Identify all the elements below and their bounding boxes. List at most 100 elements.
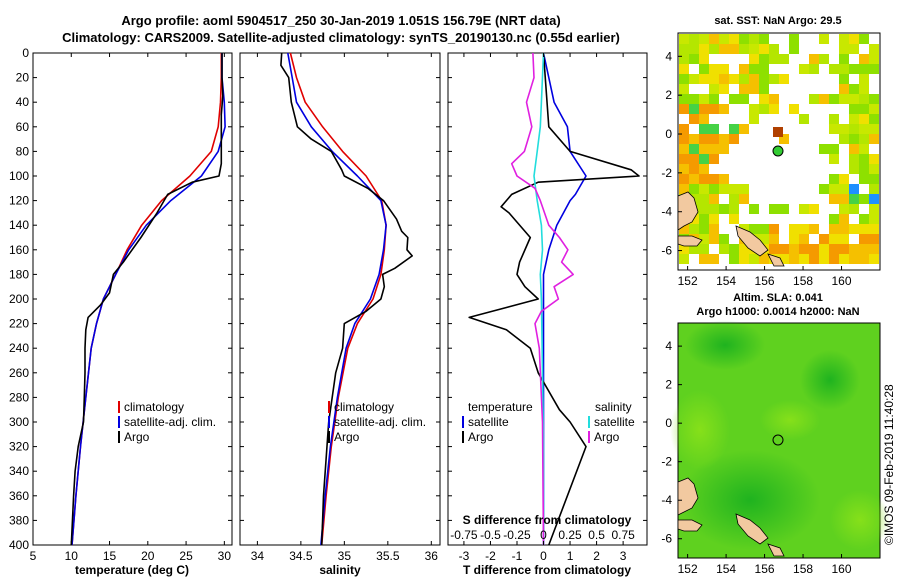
map-y-tick-label: 0 bbox=[665, 127, 672, 141]
salinity-series bbox=[280, 52, 414, 546]
sst-cell bbox=[709, 124, 719, 134]
sst-cell bbox=[819, 184, 829, 194]
sst-cell bbox=[779, 134, 789, 144]
sst-cell bbox=[829, 254, 839, 264]
sst-cell bbox=[699, 204, 709, 214]
sla-land-newguinea bbox=[677, 477, 699, 516]
series-line-argo bbox=[70, 53, 224, 546]
sst-cell bbox=[859, 124, 869, 134]
difference-top-ticks: -0.75 -0.5 -0.25 0 0.25 0.5 0.75 bbox=[450, 528, 635, 542]
sst-cell bbox=[719, 44, 729, 54]
sst-cell bbox=[699, 154, 709, 164]
depth-tick-label: 240 bbox=[9, 341, 29, 355]
sst-cell bbox=[849, 224, 859, 234]
sst-cell bbox=[769, 224, 779, 234]
sst-cell bbox=[859, 94, 869, 104]
sst-cell bbox=[829, 184, 839, 194]
sst-x-ticks: 152 154 156 158 160 bbox=[678, 266, 852, 288]
sst-cell bbox=[709, 234, 719, 244]
sst-cell bbox=[749, 34, 759, 44]
sst-cell bbox=[729, 34, 739, 44]
depth-tick-label: 40 bbox=[16, 95, 30, 109]
sst-cell bbox=[679, 94, 689, 104]
sst-cell bbox=[859, 154, 869, 164]
sst-cell bbox=[849, 84, 859, 94]
sst-cell bbox=[829, 64, 839, 74]
sla-argo-marker bbox=[772, 434, 784, 446]
map-x-tick-label: 154 bbox=[716, 562, 736, 576]
sst-cell bbox=[789, 104, 799, 114]
sst-cell bbox=[789, 244, 799, 254]
sst-cell bbox=[719, 204, 729, 214]
sst-cell bbox=[819, 234, 829, 244]
sst-cell bbox=[749, 84, 759, 94]
sst-cell bbox=[679, 174, 689, 184]
series-line-salinity-argo bbox=[510, 52, 575, 546]
sst-cell bbox=[739, 244, 749, 254]
map-x-tick-label: 152 bbox=[678, 562, 698, 576]
imos-credit: ©IMOS 09-Feb-2019 11:40:28 bbox=[882, 384, 896, 545]
depth-tick-label: 320 bbox=[9, 440, 29, 454]
sst-cell bbox=[709, 94, 719, 104]
sst-y-ticks: 4 2 0 -2 -4 -6 bbox=[661, 49, 682, 258]
depth-tick-label: 220 bbox=[9, 317, 29, 331]
x-tick-label: 25 bbox=[179, 549, 193, 563]
salinity-legend: climatology satellite-adj. clim. Argo bbox=[328, 400, 426, 444]
sst-cell bbox=[849, 94, 859, 104]
depth-tick-label: 60 bbox=[16, 120, 30, 134]
depth-tick-label: 20 bbox=[16, 71, 30, 85]
salinity-x-ticks: 34 34.5 35 35.5 36 bbox=[251, 53, 438, 563]
sst-cell bbox=[839, 184, 849, 194]
sst-cell bbox=[699, 94, 709, 104]
difference-legend-temperature: temperature satellite Argo bbox=[462, 400, 533, 444]
sst-cell bbox=[749, 254, 759, 264]
sst-cell bbox=[819, 244, 829, 254]
x-tick-label: 30 bbox=[218, 549, 232, 563]
sst-cell bbox=[719, 144, 729, 154]
sst-cell bbox=[699, 114, 709, 124]
sst-cell bbox=[749, 114, 759, 124]
sst-cell bbox=[869, 254, 879, 264]
sst-cell bbox=[689, 184, 699, 194]
sst-cell bbox=[759, 94, 769, 104]
sst-cell bbox=[869, 164, 879, 174]
sst-cell bbox=[869, 154, 879, 164]
sst-cell bbox=[839, 254, 849, 264]
sst-cell bbox=[759, 64, 769, 74]
sst-cell bbox=[739, 34, 749, 44]
sst-cell bbox=[709, 224, 719, 234]
sst-cell bbox=[869, 234, 879, 244]
sst-cell bbox=[709, 34, 719, 44]
map-x-tick-label: 158 bbox=[793, 562, 813, 576]
legend-label-satellite: satellite-adj. clim. bbox=[124, 415, 216, 429]
map-y-tick-label: -6 bbox=[661, 532, 672, 546]
sst-cell bbox=[839, 124, 849, 134]
sst-cell bbox=[769, 44, 779, 54]
sst-cell bbox=[839, 204, 849, 214]
sst-cell bbox=[729, 44, 739, 54]
figure-title-line2: Climatology: CARS2009. Satellite-adjuste… bbox=[62, 30, 620, 45]
legend-label-climatology: climatology bbox=[124, 400, 184, 414]
sst-cell bbox=[799, 244, 809, 254]
map-y-tick-label: 2 bbox=[665, 88, 672, 102]
sst-cell bbox=[729, 204, 739, 214]
sst-cell bbox=[779, 74, 789, 84]
sst-cell bbox=[689, 244, 699, 254]
sst-cell bbox=[859, 194, 869, 204]
sst-cell bbox=[859, 114, 869, 124]
sst-cell bbox=[689, 34, 699, 44]
top-tick-label: 0.5 bbox=[588, 528, 605, 542]
sst-cell bbox=[679, 124, 689, 134]
temperature-panel-frame bbox=[32, 52, 233, 546]
depth-tick-labels: 0 20 40 60 80 100 120 140 160 180 200 220 240 260 280 3… bbox=[9, 46, 29, 552]
sst-cell bbox=[869, 64, 879, 74]
sst-cell bbox=[849, 244, 859, 254]
sst-cell bbox=[709, 134, 719, 144]
sst-argo-marker bbox=[772, 145, 784, 157]
sst-cell bbox=[809, 254, 819, 264]
sst-cell bbox=[689, 114, 699, 124]
sst-cell bbox=[869, 114, 879, 124]
sst-cell bbox=[699, 224, 709, 234]
sst-cell bbox=[869, 244, 879, 254]
sst-cell bbox=[839, 194, 849, 204]
